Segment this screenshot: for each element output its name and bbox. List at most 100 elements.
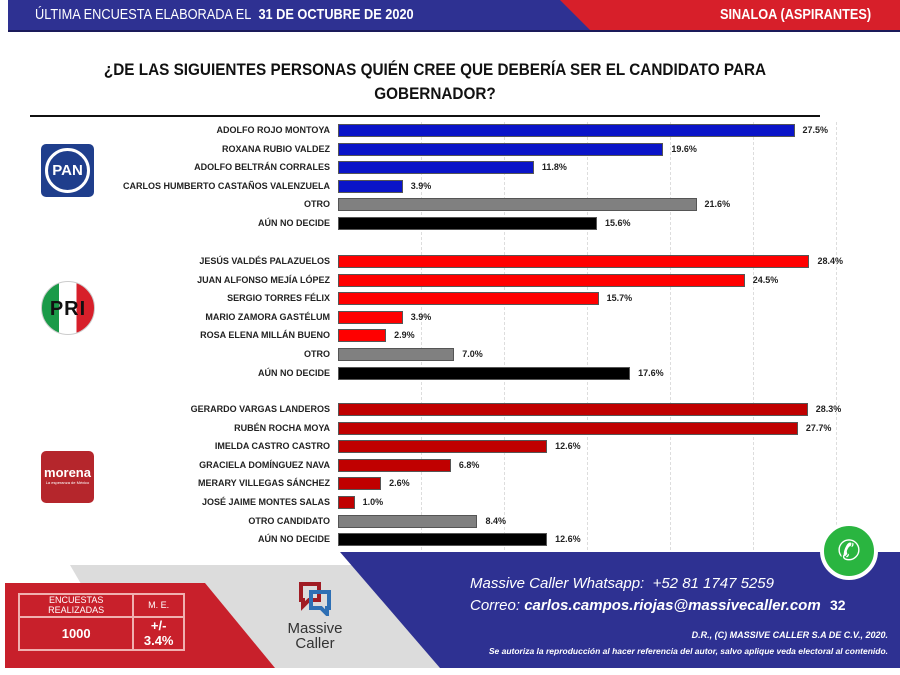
bar-label: OTRO <box>304 349 330 359</box>
bar <box>338 124 795 137</box>
bar-label: ROXANA RUBIO VALDEZ <box>222 143 330 154</box>
whatsapp-line: Massive Caller Whatsapp: +52 81 1747 525… <box>470 575 774 592</box>
bar <box>338 255 810 268</box>
bar-label: AÚN NO DECIDE <box>257 218 330 228</box>
bar <box>338 179 403 193</box>
bar <box>338 458 451 472</box>
massive-caller-logo: Massive Caller <box>285 580 345 651</box>
bar <box>338 403 808 416</box>
bar-value-label: 27.5% <box>802 125 829 135</box>
header-prefix: ÚLTIMA ENCUESTA ELABORADA EL <box>35 6 252 23</box>
brand-line1: Massive <box>287 620 343 637</box>
gridline <box>753 122 754 550</box>
bar-value-label: 3.9% <box>410 180 432 191</box>
page-number: 32 <box>830 597 846 613</box>
bar-value-label: 21.6% <box>704 199 731 210</box>
gridline <box>836 122 837 550</box>
bar-label: GRACIELA DOMÍNGUEZ NAVA <box>199 459 330 470</box>
surveys-value: 1000 <box>17 615 135 652</box>
bar <box>338 217 597 230</box>
bar-value-label: 12.6% <box>555 441 581 452</box>
bar-label: ADOLFO ROJO MONTOYA <box>216 125 330 135</box>
bar-value-label: 15.6% <box>604 218 631 228</box>
bar-label: IMELDA CASTRO CASTRO <box>214 441 330 452</box>
bar-label: SERGIO TORRES FÉLIX <box>227 293 330 304</box>
bar-label: GERARDO VARGAS LANDEROS <box>190 404 330 414</box>
morena-logo-subtext: La esperanza de México <box>45 480 90 485</box>
header-date: 31 DE OCTUBRE DE 2020 <box>258 6 414 23</box>
bar-value-label: 12.6% <box>555 534 581 545</box>
margin-value: +/- 3.4% <box>132 615 185 652</box>
bar-label: JUAN ALFONSO MEJÍA LÓPEZ <box>197 274 330 285</box>
surveys-header: ENCUESTAS REALIZADAS <box>17 593 135 618</box>
bar <box>338 514 478 528</box>
bar-value-label: 28.3% <box>815 404 842 414</box>
email-line: Correo: carlos.campos.riojas@massivecall… <box>470 597 821 614</box>
bar-value-label: 27.7% <box>805 422 832 433</box>
bar <box>338 533 548 547</box>
bar-value-label: 1.0% <box>362 497 384 507</box>
bar <box>338 292 599 306</box>
bar-label: ADOLFO BELTRÁN CORRALES <box>194 162 330 173</box>
bar <box>338 366 631 380</box>
bar <box>338 273 745 287</box>
bar-value-label: 11.8% <box>541 162 567 173</box>
bar <box>338 348 455 361</box>
bar-value-label: 2.9% <box>394 330 415 341</box>
email-label: Correo: <box>470 597 521 614</box>
whatsapp-label: Massive Caller Whatsapp: <box>470 575 645 592</box>
bar-value-label: 3.9% <box>410 311 432 322</box>
bar-value-label: 17.6% <box>638 367 664 378</box>
morena-logo: morena La esperanza de México <box>41 451 94 503</box>
header-divider <box>8 30 900 32</box>
margin-header: M. E. <box>132 593 185 618</box>
bar-label: JOSÉ JAIME MONTES SALAS <box>201 497 330 507</box>
bar-value-label: 6.8% <box>458 459 480 470</box>
bar <box>338 421 798 435</box>
brand-line2: Caller <box>295 635 335 652</box>
whatsapp-icon: ✆ <box>820 522 878 580</box>
bar-label: JESÚS VALDÉS PALAZUELOS <box>199 256 330 266</box>
bar <box>338 142 664 156</box>
survey-info-table: ENCUESTAS REALIZADAS M. E. 1000 +/- 3.4% <box>17 593 185 652</box>
bar <box>338 440 548 454</box>
gridline <box>421 122 422 550</box>
disclaimer: Se autoriza la reproducción al hacer ref… <box>488 646 888 656</box>
bar-label: AÚN NO DECIDE <box>257 534 330 545</box>
bar-value-label: 2.6% <box>389 478 410 489</box>
bar <box>338 496 355 509</box>
pan-logo-text: PAN <box>45 148 90 193</box>
chart-title: ¿DE LAS SIGUIENTES PERSONAS QUIÉN CREE Q… <box>103 60 767 103</box>
bar-label: RUBÉN ROCHA MOYA <box>234 422 330 433</box>
header-region: SINALOA (ASPIRANTES) <box>720 6 872 23</box>
title-rule <box>30 115 820 117</box>
bar <box>338 161 534 175</box>
bar <box>338 310 403 324</box>
bar-label: CARLOS HUMBERTO CASTAÑOS VALENZUELA <box>123 180 330 191</box>
bar-value-label: 24.5% <box>752 274 779 285</box>
bar-value-label: 15.7% <box>606 293 633 304</box>
whatsapp-number: +52 81 1747 5259 <box>652 575 774 592</box>
bar-value-label: 7.0% <box>462 349 483 359</box>
gridline <box>670 122 671 550</box>
bar-label: OTRO <box>304 199 330 210</box>
bar-label: AÚN NO DECIDE <box>257 367 330 378</box>
gridline <box>587 122 588 550</box>
header-red-band <box>560 0 900 30</box>
pan-logo: PAN <box>41 144 94 197</box>
header-left: ÚLTIMA ENCUESTA ELABORADA EL 31 DE OCTUB… <box>35 6 414 23</box>
speech-bubbles-icon <box>299 582 331 619</box>
morena-logo-text: morena <box>44 465 91 480</box>
bar-label: ROSA ELENA MILLÁN BUENO <box>200 330 330 341</box>
bar-label: OTRO CANDIDATO <box>248 515 330 526</box>
copyright: D.R., (C) MASSIVE CALLER S.A DE C.V., 20… <box>691 630 888 640</box>
pri-logo: PRI <box>41 281 95 335</box>
bar <box>338 329 387 343</box>
bar-value-label: 8.4% <box>485 515 506 526</box>
email-link[interactable]: carlos.campos.riojas@massivecaller.com <box>524 597 821 614</box>
bar <box>338 477 382 491</box>
bar-label: MARIO ZAMORA GASTÉLUM <box>205 311 330 322</box>
bar-value-label: 19.6% <box>671 143 697 154</box>
footer-blue-panel <box>340 552 900 668</box>
bar-value-label: 28.4% <box>817 256 843 266</box>
